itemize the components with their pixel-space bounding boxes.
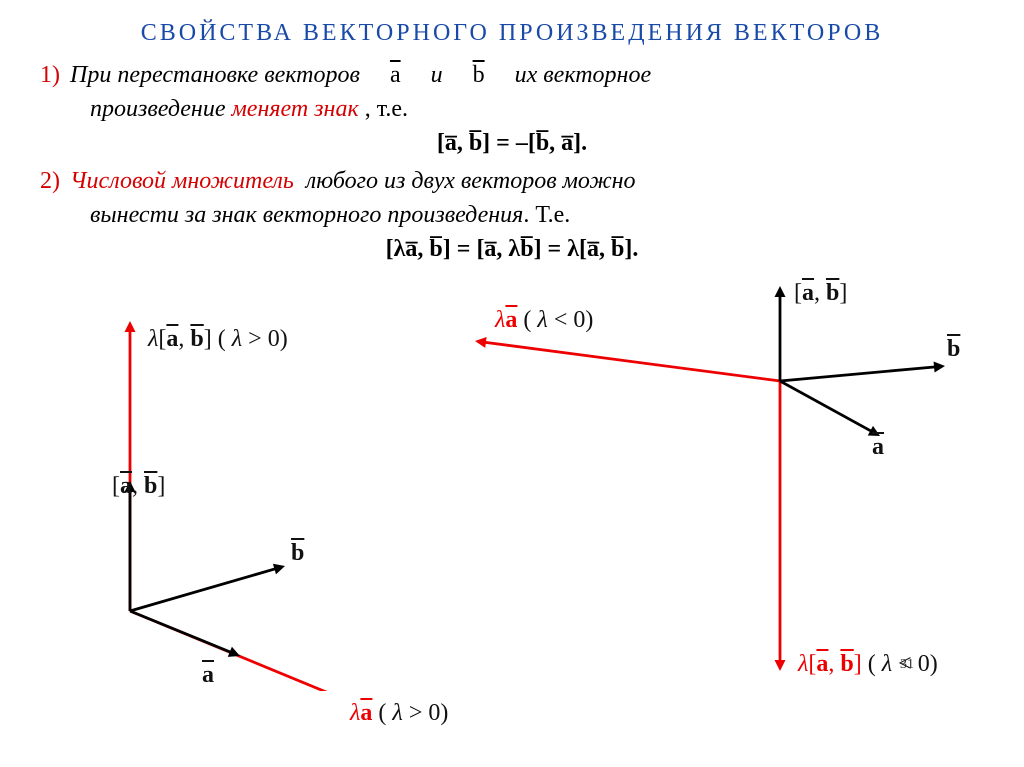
prop1-a: a [390, 62, 401, 88]
prop1-red: меняет знак [231, 96, 358, 122]
prop2-number: 2) [40, 168, 60, 194]
prop1-tail1: их векторное [515, 62, 652, 88]
prop1-b: b [473, 62, 485, 88]
right-label-la: λa ( λ < 0) [495, 307, 593, 334]
right-label-a: a [872, 434, 884, 461]
property-1: 1) При перестановке векторов a и b их ве… [40, 59, 984, 126]
prop2-rest1: любого из двух векторов можно [306, 168, 636, 194]
right-label-lab: λ[a, b] ( λ < 0) [798, 651, 938, 678]
prop2-rest2: вынести за знак векторного произведения [90, 202, 523, 228]
prop2-red-lead: Числовой множитель [70, 168, 294, 194]
prop1-mid: и [431, 62, 443, 88]
left-label-a: a [202, 662, 214, 689]
prop1-tail3: , т.е. [365, 96, 408, 122]
prop1-tail2: произведение [90, 96, 231, 122]
page-title: СВОЙСТВА ВЕКТОРНОГО ПРОИЗВЕДЕНИЯ ВЕКТОРО… [40, 20, 984, 47]
left-label-ab: [a, b] [112, 473, 165, 500]
page-number: 31 [900, 657, 914, 673]
prop1-lead: При перестановке векторов [70, 62, 360, 88]
property-2: 2) Числовой множитель любого из двух век… [40, 165, 984, 232]
vector-diagrams: [a, b] λ[a, b] ( λ > 0) a b λa ( λ > 0) … [40, 271, 980, 691]
left-label-lab: λ[a, b] ( λ > 0) [148, 326, 288, 353]
prop2-equation: [λa̅, b̅] = [a̅, λb̅] = λ[a̅, b̅]. [40, 236, 984, 263]
left-label-la: λa ( λ > 0) [350, 700, 448, 727]
prop2-rest3: . Т.е. [523, 202, 570, 228]
prop1-equation: [a̅, b̅] = –[b̅, a̅]. [40, 130, 984, 157]
prop1-number: 1) [40, 62, 60, 88]
right-label-ab: [a, b] [794, 280, 847, 307]
left-label-b: b [291, 540, 304, 567]
right-label-b: b [947, 336, 960, 363]
